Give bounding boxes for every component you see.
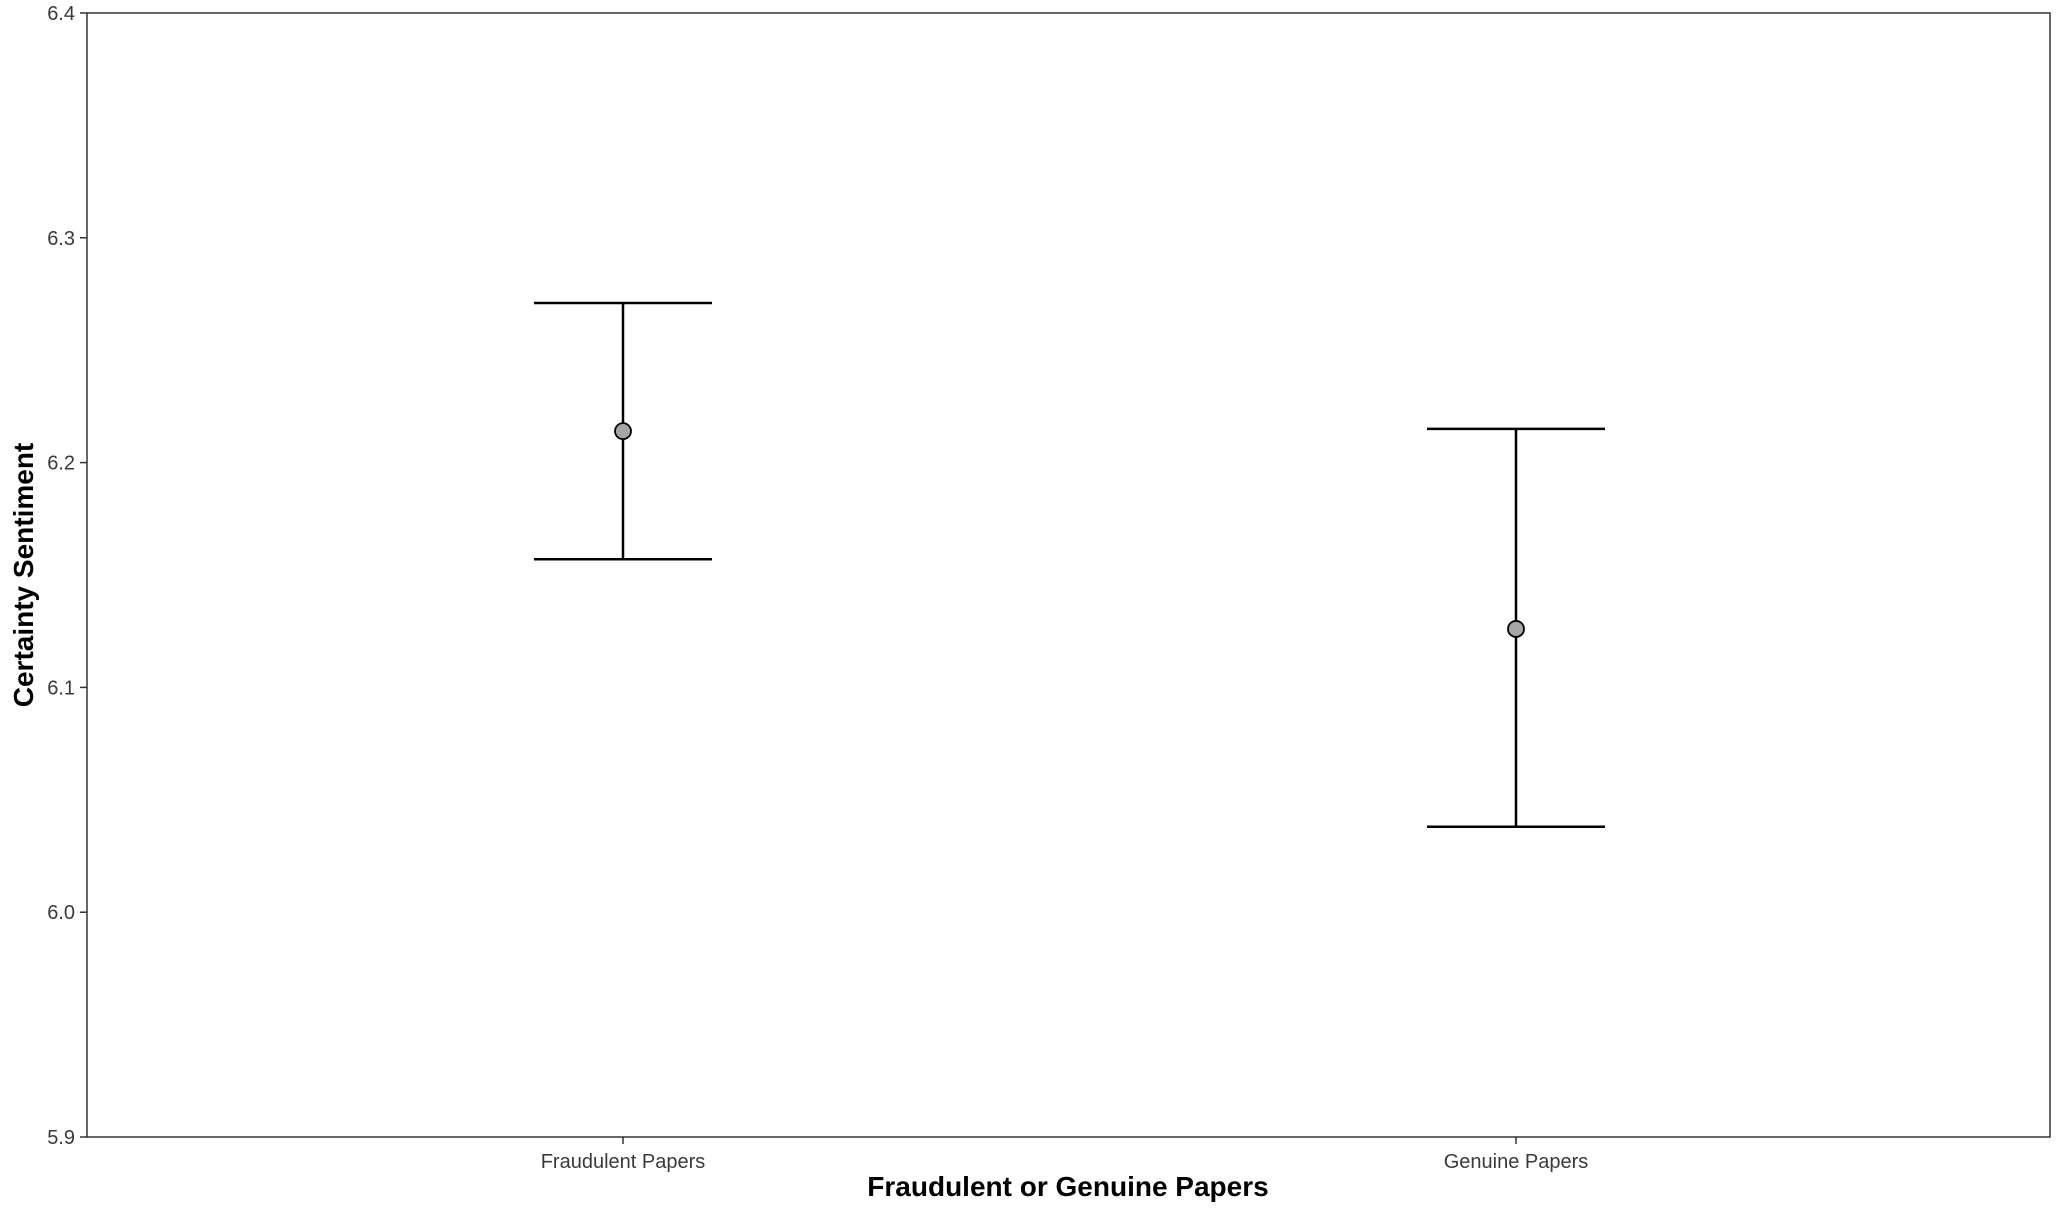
x-tick-label: Fraudulent Papers <box>541 1151 706 1173</box>
panel-border <box>86 12 2051 1138</box>
y-tick-label: 5.9 <box>47 1127 75 1149</box>
mean-point <box>614 422 632 441</box>
error-bars <box>534 301 1605 829</box>
x-axis: Fraudulent Papers Genuine Papers <box>541 1137 1589 1173</box>
y-axis-title: Certainty Sentiment <box>8 443 39 708</box>
x-axis-title: Fraudulent or Genuine Papers <box>867 1171 1268 1202</box>
y-axis: 5.9 6.0 6.1 6.2 6.3 6.4 <box>47 3 87 1149</box>
mean-point <box>1507 620 1525 638</box>
y-tick-label: 6.2 <box>47 453 75 475</box>
error-bar-group <box>534 301 712 561</box>
y-tick-label: 6.3 <box>47 228 75 250</box>
y-tick-label: 6.1 <box>47 677 75 699</box>
y-tick-label: 6.4 <box>47 3 75 25</box>
x-tick-label: Genuine Papers <box>1444 1151 1589 1173</box>
y-tick-label: 6.0 <box>47 902 75 924</box>
error-bar-group <box>1427 427 1605 829</box>
